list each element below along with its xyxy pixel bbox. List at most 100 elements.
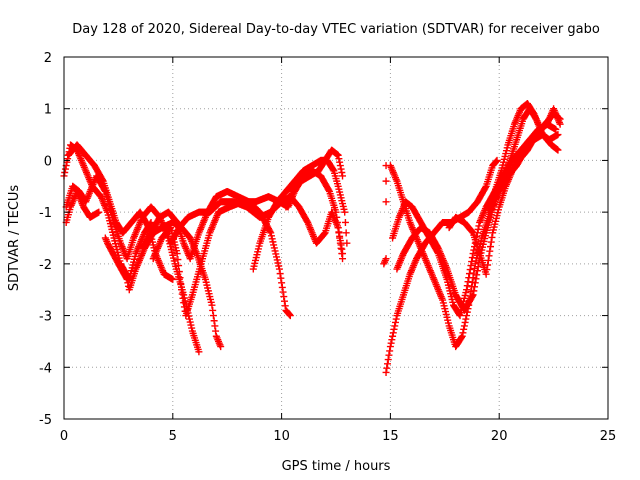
data-point: [179, 294, 187, 302]
data-point: [484, 256, 492, 264]
data-point: [552, 125, 560, 133]
series-l: [382, 162, 390, 206]
data-point: [554, 131, 562, 139]
data-point: [343, 239, 351, 247]
data-point: [334, 151, 342, 159]
data-point: [386, 343, 394, 351]
data-point: [471, 279, 479, 287]
data-point: [335, 155, 343, 163]
y-tick-label: -4: [39, 361, 52, 376]
data-point: [63, 158, 71, 166]
data-point: [386, 347, 394, 355]
data-point: [336, 158, 344, 166]
data-point: [488, 233, 496, 241]
y-tick-label: -3: [39, 310, 52, 325]
data-point: [469, 291, 477, 299]
data-point: [475, 222, 483, 230]
data-point: [286, 311, 294, 319]
data-point: [392, 315, 400, 323]
data-point: [468, 258, 476, 266]
data-point: [336, 232, 344, 240]
data-point: [385, 351, 393, 359]
data-point: [338, 168, 346, 176]
data-point: [337, 165, 345, 173]
data-point: [460, 322, 468, 330]
data-point: [468, 228, 476, 236]
data-point: [169, 275, 177, 283]
data-point: [209, 306, 217, 314]
data-point: [335, 228, 343, 236]
series-r: [484, 100, 564, 216]
data-point: [387, 339, 395, 347]
data-point: [278, 279, 286, 287]
data-point: [144, 222, 152, 230]
series-d: [62, 187, 103, 226]
data-point: [195, 348, 203, 356]
data-point: [266, 227, 274, 235]
data-point: [468, 292, 476, 300]
x-tick-label: 10: [273, 429, 290, 444]
y-tick-label: -2: [39, 258, 52, 273]
axis-ticks: [63, 56, 609, 420]
data-point: [339, 250, 347, 258]
data-point: [382, 177, 390, 185]
data-point: [281, 302, 289, 310]
data-point: [470, 246, 478, 254]
data-point: [463, 286, 471, 294]
x-tick-label: 20: [491, 429, 508, 444]
x-tick-label: 5: [169, 429, 177, 444]
data-point: [468, 254, 476, 262]
data-point: [462, 315, 470, 323]
data-point: [460, 325, 468, 333]
data-point: [383, 360, 391, 368]
data-point: [178, 286, 186, 294]
data-point: [336, 162, 344, 170]
data-point: [95, 208, 103, 216]
data-point: [212, 327, 220, 335]
data-point: [481, 184, 489, 192]
data-point: [487, 238, 495, 246]
data-point: [341, 218, 349, 226]
plot-frame: [63, 56, 609, 420]
data-point: [391, 322, 399, 330]
data-point: [470, 287, 478, 295]
data-point: [469, 250, 477, 258]
y-tick-labels: -5 -4 -3 -2 -1 0 1 2: [39, 51, 52, 428]
data-point: [280, 293, 288, 301]
data-point: [463, 312, 471, 320]
data-point: [275, 265, 283, 273]
data-point: [325, 186, 333, 194]
data-point: [465, 270, 473, 278]
data-point: [485, 252, 493, 260]
data-point: [210, 317, 218, 325]
data-point: [384, 356, 392, 364]
data-point: [175, 268, 183, 276]
data-point: [98, 176, 106, 184]
y-tick-label: -5: [39, 413, 52, 428]
data-point: [467, 262, 475, 270]
data-point: [286, 312, 294, 320]
data-point: [61, 168, 69, 176]
data-point: [320, 230, 328, 238]
data-point: [474, 225, 482, 233]
data-point: [64, 155, 72, 163]
data-point: [463, 282, 471, 290]
data-point: [342, 229, 350, 237]
data-point: [554, 146, 562, 154]
data-point: [382, 255, 390, 263]
data-point: [339, 172, 347, 180]
data-point: [381, 258, 389, 266]
data-point: [493, 156, 501, 164]
data-series: [60, 100, 564, 376]
data-point: [175, 262, 183, 270]
data-point: [123, 275, 131, 283]
y-tick-label: 1: [44, 103, 52, 118]
series-b: [62, 172, 203, 356]
series-j: [282, 146, 347, 211]
data-point: [178, 290, 186, 298]
data-point: [172, 218, 180, 226]
data-point: [458, 332, 466, 340]
data-point: [180, 299, 188, 307]
series-c: [64, 141, 177, 283]
